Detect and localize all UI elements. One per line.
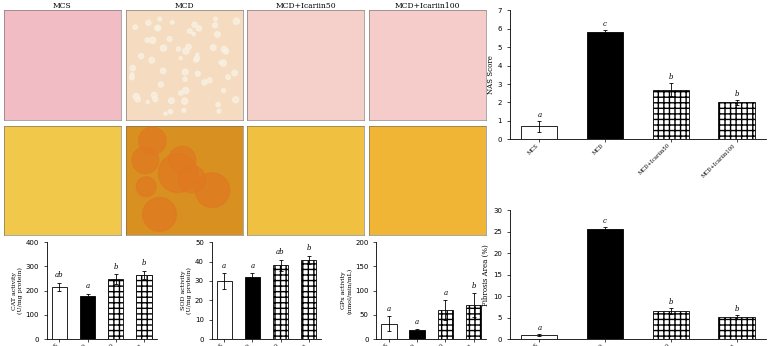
- Bar: [108, 279, 124, 339]
- Bar: [216, 281, 232, 339]
- Bar: [273, 265, 289, 339]
- Bar: [244, 277, 260, 339]
- Bar: [653, 311, 689, 339]
- Bar: [719, 102, 755, 139]
- Y-axis label: H&E: H&E: [0, 55, 1, 74]
- Bar: [438, 310, 453, 339]
- Title: MCD+Icariin100: MCD+Icariin100: [395, 2, 461, 10]
- Point: [541, 8, 553, 13]
- Title: MCD: MCD: [174, 2, 194, 10]
- Text: b: b: [114, 263, 118, 271]
- Text: a: a: [223, 262, 226, 270]
- Text: b: b: [307, 244, 311, 252]
- Y-axis label: SOD activity
(U/mg protein): SOD activity (U/mg protein): [181, 267, 192, 314]
- Y-axis label: CAT activity
(U/mg protein): CAT activity (U/mg protein): [12, 267, 23, 314]
- Bar: [653, 90, 689, 139]
- Bar: [409, 330, 425, 339]
- Bar: [521, 335, 557, 339]
- Y-axis label: GPx activity
(nmol/min/mL): GPx activity (nmol/min/mL): [342, 267, 352, 314]
- Text: b: b: [668, 73, 673, 81]
- Y-axis label: Sirius red: Sirius red: [0, 162, 1, 200]
- Bar: [51, 287, 67, 339]
- Text: b: b: [471, 282, 476, 290]
- Text: a: a: [538, 324, 541, 332]
- Bar: [466, 305, 482, 339]
- Text: b: b: [142, 259, 146, 267]
- Text: a: a: [86, 282, 89, 290]
- Text: a: a: [415, 318, 419, 326]
- Y-axis label: NAS Score: NAS Score: [487, 55, 495, 94]
- Text: a: a: [443, 289, 447, 297]
- Bar: [301, 260, 317, 339]
- Bar: [381, 324, 397, 339]
- Bar: [719, 317, 755, 339]
- Bar: [80, 296, 95, 339]
- Bar: [521, 126, 557, 139]
- Bar: [587, 229, 623, 339]
- Y-axis label: Fibrosis Area (%): Fibrosis Area (%): [482, 244, 490, 306]
- Text: b: b: [668, 298, 673, 306]
- Text: b: b: [734, 305, 739, 313]
- Bar: [136, 275, 152, 339]
- Text: a: a: [538, 111, 541, 119]
- Title: MCS: MCS: [53, 2, 72, 10]
- Text: a: a: [251, 262, 254, 270]
- Text: c: c: [603, 217, 607, 225]
- Text: c: c: [603, 19, 607, 27]
- Title: MCD+Icariin50: MCD+Icariin50: [275, 2, 336, 10]
- Text: ab: ab: [276, 248, 285, 256]
- Text: b: b: [734, 90, 739, 98]
- Text: ab: ab: [55, 271, 64, 279]
- Text: a: a: [387, 305, 391, 313]
- Bar: [587, 33, 623, 139]
